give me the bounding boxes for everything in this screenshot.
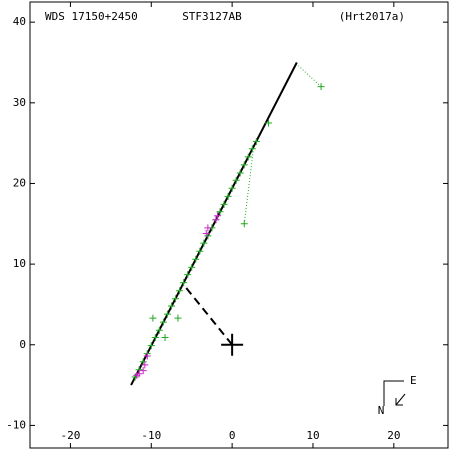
data-point bbox=[220, 200, 228, 208]
compass-east: E bbox=[410, 374, 417, 387]
data-point bbox=[232, 176, 240, 184]
data-point bbox=[131, 373, 139, 381]
data-point bbox=[240, 161, 248, 169]
line-line bbox=[130, 62, 298, 386]
dashed-line bbox=[184, 286, 233, 346]
y-tick-label: 40 bbox=[13, 15, 26, 28]
data-point bbox=[204, 224, 212, 232]
data-point bbox=[244, 153, 252, 161]
data-point bbox=[174, 314, 182, 322]
x-tick-label: 20 bbox=[387, 429, 400, 442]
data-point bbox=[139, 358, 147, 366]
data-point bbox=[200, 239, 208, 247]
data-point bbox=[167, 302, 175, 310]
compass-north: N bbox=[378, 404, 385, 417]
data-point bbox=[159, 318, 167, 326]
data-point bbox=[172, 295, 180, 303]
dotted-line bbox=[243, 151, 254, 224]
data-point bbox=[155, 326, 163, 334]
y-tick-label: 0 bbox=[19, 338, 26, 351]
y-tick-label: -10 bbox=[6, 418, 26, 431]
data-point bbox=[317, 83, 325, 91]
header-right: (Hrt2017a) bbox=[339, 10, 405, 23]
x-tick-label: 0 bbox=[229, 429, 236, 442]
data-point bbox=[143, 352, 151, 360]
dotted-line bbox=[298, 65, 322, 88]
data-point bbox=[265, 119, 273, 127]
data-point bbox=[240, 220, 248, 228]
data-point bbox=[252, 138, 260, 146]
header-center: STF3127AB bbox=[182, 10, 242, 23]
data-point bbox=[149, 314, 157, 322]
y-tick-label: 20 bbox=[13, 176, 26, 189]
y-tick-label: 10 bbox=[13, 257, 26, 270]
data-point bbox=[151, 334, 159, 342]
data-point bbox=[214, 212, 222, 220]
data-point bbox=[236, 169, 244, 177]
data-point bbox=[133, 371, 141, 379]
y-tick-label: 30 bbox=[13, 96, 26, 109]
compass bbox=[383, 380, 406, 406]
plot-frame bbox=[29, 1, 449, 449]
data-point bbox=[192, 255, 200, 263]
data-point bbox=[216, 208, 224, 216]
data-point bbox=[184, 271, 192, 279]
x-tick-label: 10 bbox=[306, 429, 319, 442]
data-point bbox=[212, 216, 220, 224]
data-point bbox=[141, 361, 149, 369]
data-point bbox=[163, 310, 171, 318]
header-left: WDS 17150+2450 bbox=[45, 10, 138, 23]
x-tick-label: -10 bbox=[141, 429, 161, 442]
data-point bbox=[228, 184, 236, 192]
data-point bbox=[221, 333, 244, 356]
data-point bbox=[147, 342, 155, 350]
data-point bbox=[224, 192, 232, 200]
x-tick-label: -20 bbox=[60, 429, 80, 442]
data-point bbox=[161, 334, 169, 342]
data-point bbox=[188, 263, 196, 271]
data-point bbox=[180, 279, 188, 287]
data-point bbox=[202, 229, 210, 237]
data-point bbox=[196, 247, 204, 255]
data-point bbox=[139, 367, 147, 375]
data-point bbox=[248, 145, 256, 153]
data-point bbox=[176, 287, 184, 295]
